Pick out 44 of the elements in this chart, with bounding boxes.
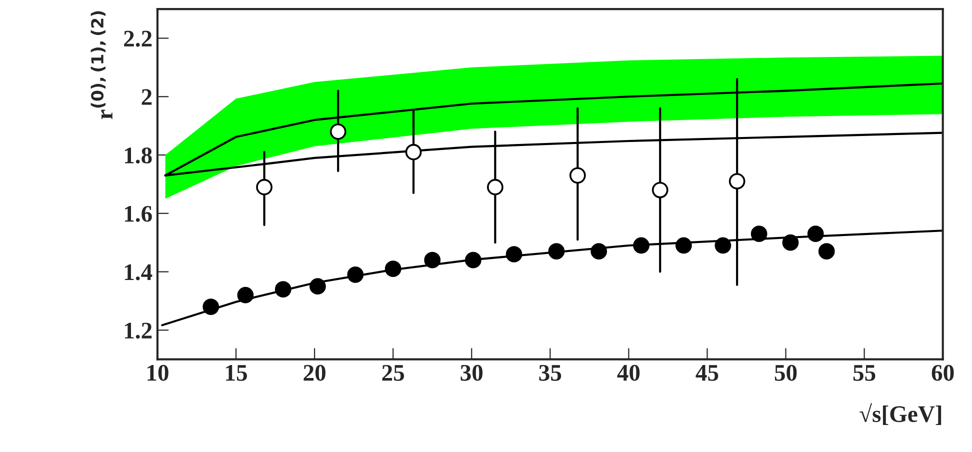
y-tick-label: 2 <box>142 89 152 105</box>
point <box>675 237 692 254</box>
x-tick-label: 30 <box>460 364 483 381</box>
point <box>548 243 565 260</box>
point <box>506 246 522 262</box>
point <box>309 278 326 295</box>
point <box>424 252 441 268</box>
x-tick-label: 50 <box>774 364 797 381</box>
point <box>714 237 732 254</box>
x-tick-label: 20 <box>304 364 326 381</box>
point <box>633 237 650 254</box>
x-tick-label: 45 <box>696 365 718 381</box>
y-tick-label: 1.6 <box>124 206 152 222</box>
point <box>384 260 402 278</box>
x-tick-label: 15 <box>226 365 247 381</box>
point <box>202 298 220 315</box>
x-axis-title: √s[GeV] <box>860 403 942 426</box>
point <box>818 243 835 260</box>
point <box>486 178 504 196</box>
point <box>274 281 292 298</box>
point <box>590 243 608 260</box>
point <box>652 182 668 198</box>
y-tick-label: 1.4 <box>124 264 152 280</box>
point <box>807 226 824 242</box>
x-tick-label: 55 <box>853 365 876 381</box>
point <box>237 286 254 304</box>
y-tick-label: 1.2 <box>124 322 152 339</box>
y-tick-label: 2.2 <box>124 30 152 47</box>
y-tick-label: 1.8 <box>124 147 152 164</box>
x-tick-label: 35 <box>539 364 562 381</box>
y-axis-title: r$^{(0),(1),(2)}$ <box>90 11 112 120</box>
x-tick-label: 40 <box>617 364 640 381</box>
x-tick-label: 60 <box>932 364 954 381</box>
point <box>464 252 482 268</box>
point <box>347 266 364 283</box>
point <box>569 167 586 184</box>
point <box>750 226 768 242</box>
point <box>728 173 746 190</box>
point <box>330 123 346 140</box>
x-tick-label: 25 <box>382 364 404 381</box>
point <box>405 144 422 160</box>
x-tick-label: 10 <box>148 364 168 381</box>
point <box>256 178 272 196</box>
point <box>782 234 799 251</box>
